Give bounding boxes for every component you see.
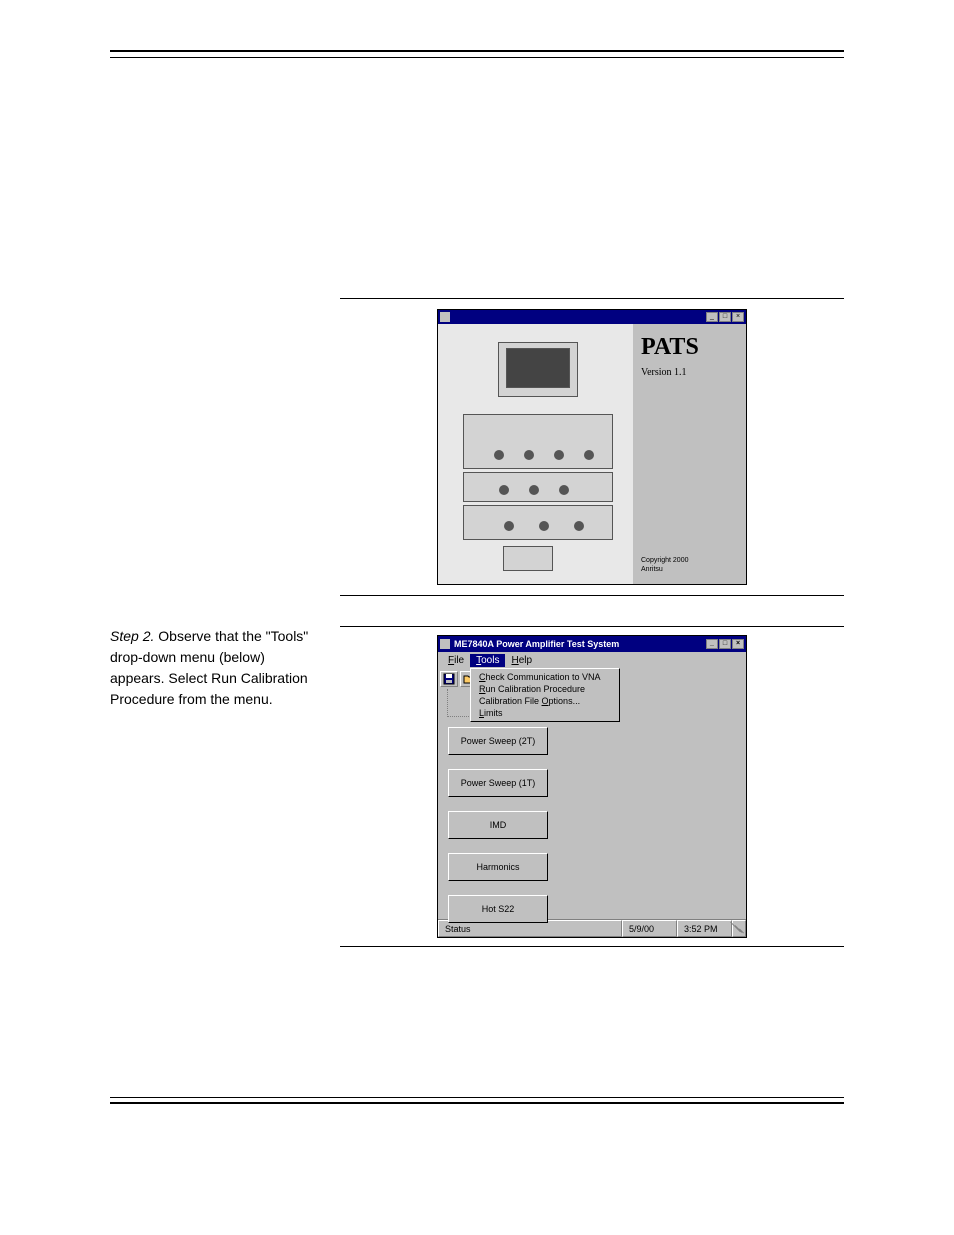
sketch-knob	[529, 485, 539, 495]
splash-window: _ □ ×	[437, 309, 747, 585]
main-app-window: ME7840A Power Amplifier Test System _ □ …	[437, 635, 747, 938]
hot-s22-button[interactable]: Hot S22	[448, 895, 548, 923]
step-2-label: Step 2.	[110, 628, 154, 644]
main-titlebar: ME7840A Power Amplifier Test System _ □ …	[438, 636, 746, 652]
power-sweep-1t-button[interactable]: Power Sweep (1T)	[448, 769, 548, 797]
app-icon	[440, 639, 450, 649]
imd-button[interactable]: IMD	[448, 811, 548, 839]
splash-app-icon	[440, 312, 450, 322]
step-column-2: Step 2. Observe that the "Tools" drop-do…	[110, 626, 310, 947]
power-sweep-2t-button[interactable]: Power Sweep (2T)	[448, 727, 548, 755]
sketch-rack-3	[463, 505, 613, 540]
step-2-text: Step 2. Observe that the "Tools" drop-do…	[110, 626, 310, 710]
sketch-knob	[494, 450, 504, 460]
maximize-button[interactable]: □	[719, 639, 731, 649]
copyright-line-2: Anritsu	[641, 566, 738, 574]
figure-2-container: ME7840A Power Amplifier Test System _ □ …	[340, 626, 844, 947]
dropdown-run-cal[interactable]: Run Calibration Procedure	[471, 683, 619, 695]
footer-rules	[110, 1097, 844, 1104]
splash-version: Version 1.1	[641, 367, 738, 378]
splash-body: PATS Version 1.1 Copyright 2000 Anritsu	[438, 324, 746, 584]
sketch-rack-1	[463, 414, 613, 469]
header-rule-thin	[110, 57, 844, 58]
step-column-1	[110, 298, 310, 596]
splash-copyright: Copyright 2000 Anritsu	[641, 557, 738, 574]
footer-rule-thick	[110, 1102, 844, 1104]
main-body: Power Sweep (2T) Power Sweep (1T) IMD Ha…	[438, 689, 746, 919]
test-buttons: Power Sweep (2T) Power Sweep (1T) IMD Ha…	[448, 727, 736, 923]
harmonics-button[interactable]: Harmonics	[448, 853, 548, 881]
splash-equipment-image	[438, 324, 633, 584]
menu-help[interactable]: Help	[505, 654, 538, 667]
sketch-knob	[499, 485, 509, 495]
sketch-aut-box	[503, 546, 553, 571]
menu-bar: File Tools Help	[438, 652, 746, 669]
section-figure-1: _ □ ×	[110, 298, 844, 596]
dropdown-cal-options[interactable]: Calibration File Options...	[471, 695, 619, 707]
close-button[interactable]: ×	[732, 639, 744, 649]
sketch-knob	[539, 521, 549, 531]
dropdown-limits[interactable]: Limits	[471, 707, 619, 719]
toolbar: Check Communication to VNA Run Calibrati…	[438, 669, 746, 689]
tools-dropdown: Check Communication to VNA Run Calibrati…	[470, 668, 620, 722]
sketch-knob	[584, 450, 594, 460]
toolbar-save-icon[interactable]	[440, 671, 458, 687]
header-rule-thick	[110, 50, 844, 52]
sketch-knob	[574, 521, 584, 531]
resize-grip[interactable]	[732, 920, 746, 937]
splash-window-controls: _ □ ×	[706, 312, 744, 322]
sketch-knob	[504, 521, 514, 531]
sketch-knob	[554, 450, 564, 460]
sketch-knob	[559, 485, 569, 495]
titlebar-left: ME7840A Power Amplifier Test System	[440, 639, 619, 649]
sketch-screen	[506, 348, 570, 388]
close-button[interactable]: ×	[732, 312, 744, 322]
splash-title: PATS	[641, 334, 738, 361]
step-2-body-2: from the menu.	[178, 691, 272, 707]
maximize-button[interactable]: □	[719, 312, 731, 322]
page-container: _ □ ×	[0, 0, 954, 1104]
dropdown-check-comm[interactable]: Check Communication to VNA	[471, 671, 619, 683]
splash-titlebar: _ □ ×	[438, 310, 746, 324]
footer-rule-thin	[110, 1097, 844, 1098]
menu-file[interactable]: File	[442, 654, 470, 667]
minimize-button[interactable]: _	[706, 639, 718, 649]
window-title: ME7840A Power Amplifier Test System	[454, 639, 619, 649]
splash-info-panel: PATS Version 1.1 Copyright 2000 Anritsu	[633, 324, 746, 584]
sketch-knob	[524, 450, 534, 460]
copyright-line-1: Copyright 2000	[641, 557, 738, 565]
figure-1-container: _ □ ×	[340, 298, 844, 596]
main-window-controls: _ □ ×	[706, 639, 744, 649]
menu-tools[interactable]: Tools	[470, 654, 505, 667]
minimize-button[interactable]: _	[706, 312, 718, 322]
sketch-rack-2	[463, 472, 613, 502]
section-step-2: Step 2. Observe that the "Tools" drop-do…	[110, 626, 844, 947]
